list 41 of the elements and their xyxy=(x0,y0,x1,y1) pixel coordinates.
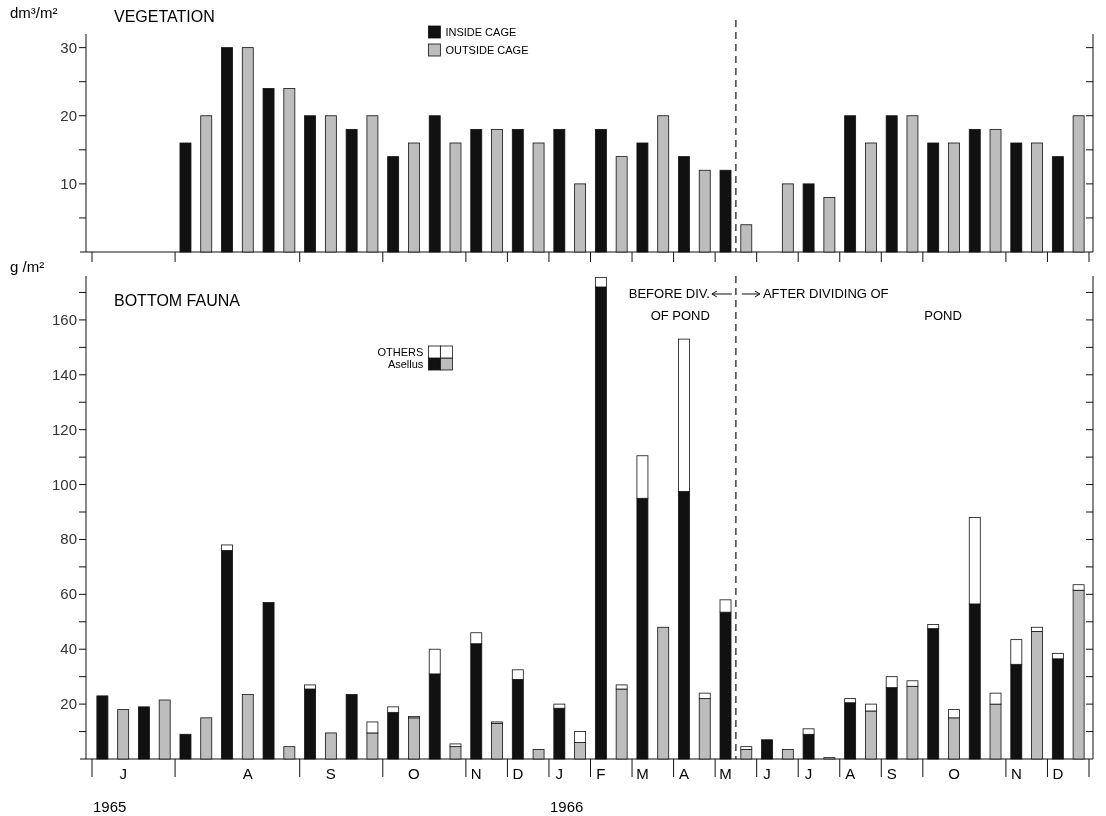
y-tick-label: 20 xyxy=(60,695,77,713)
text: 1965 xyxy=(93,798,127,815)
x-tick-label: J xyxy=(763,765,771,782)
legend-label: INSIDE CAGE xyxy=(445,26,517,38)
x-tick-label: M xyxy=(636,765,649,782)
x-tick-label: D xyxy=(1052,765,1064,782)
annotation: BEFORE DIV. OF POND xyxy=(628,286,710,323)
y-tick-label: 60 xyxy=(60,585,77,603)
legend-label: OUTSIDE CAGE xyxy=(445,44,529,56)
x-tick-label: A xyxy=(678,765,689,782)
x-tick-label: S xyxy=(325,765,336,782)
text: 1966 xyxy=(549,798,584,815)
x-tick-label: D xyxy=(512,765,524,782)
y-tick-label: 40 xyxy=(60,640,77,658)
text: BOTTOM FAUNA xyxy=(114,292,241,309)
y-tick-label: 20 xyxy=(60,106,77,124)
x-tick-label: N xyxy=(1010,765,1022,782)
y-tick-label: 30 xyxy=(60,38,77,56)
x-tick-label: J xyxy=(119,765,127,782)
x-tick-label: O xyxy=(408,765,420,782)
legend-label: Asellus xyxy=(387,358,424,370)
x-tick-label: A xyxy=(242,765,253,782)
x-tick-label: O xyxy=(948,765,960,782)
chart-title: VEGETATION xyxy=(114,8,215,25)
y-axis-title: dm³/m² xyxy=(10,4,58,21)
y-axis-title: g /m² xyxy=(10,258,45,275)
y-tick-label: 160 xyxy=(51,310,77,328)
x-tick-label: N xyxy=(470,765,482,782)
x-tick-label: J xyxy=(555,765,564,782)
text: AFTER DIVIDING OF POND xyxy=(762,286,962,323)
y-tick-label: 120 xyxy=(51,420,77,438)
x-tick-label: J xyxy=(804,765,813,782)
y-tick-label: 10 xyxy=(60,174,77,192)
y-tick-label: 100 xyxy=(51,475,77,493)
x-tick-label: M xyxy=(719,765,732,782)
x-tick-label: F xyxy=(596,765,606,782)
y-tick-label: 140 xyxy=(51,365,77,383)
legend-label: OTHERS xyxy=(377,346,424,358)
x-tick-label: A xyxy=(845,765,856,782)
x-tick-label: S xyxy=(886,765,897,782)
y-tick-label: 80 xyxy=(60,530,77,548)
